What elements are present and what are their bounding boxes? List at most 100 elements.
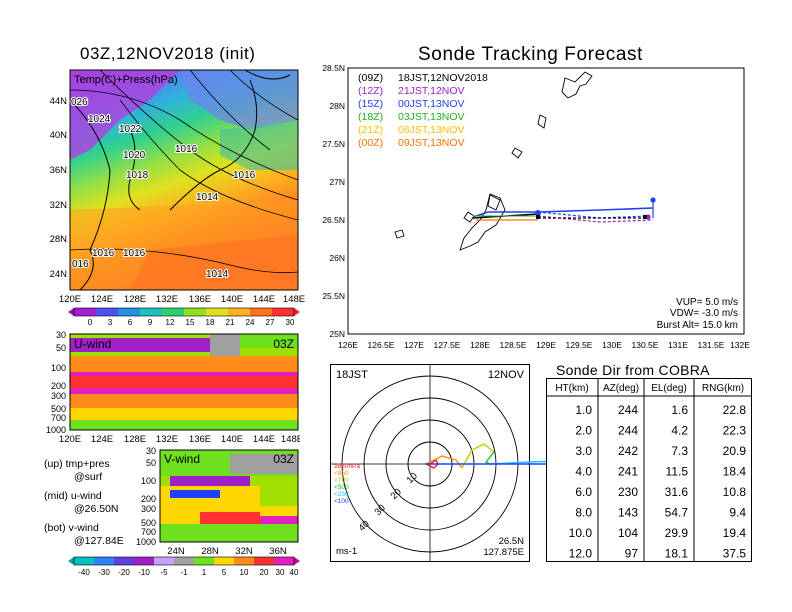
wind-colorbar-label: 40 xyxy=(290,568,299,577)
wind-colorbar-label: -10 xyxy=(138,568,150,577)
table-cell: 1.6 xyxy=(671,403,688,417)
lon-tick-label: 126.5E xyxy=(368,340,395,350)
polar-lat: 26.5N xyxy=(499,536,524,547)
lat-tick-label: 36N xyxy=(50,165,68,176)
table-cell: 1.0 xyxy=(575,403,592,417)
map-field-label: Temp(C)+Press(hPa) xyxy=(74,74,178,86)
table-cell: 29.9 xyxy=(665,526,689,540)
colorbar-label: 3 xyxy=(108,318,113,325)
lat-tick-label: 32N xyxy=(50,200,68,211)
isobar-label: 1014 xyxy=(206,269,229,280)
wind-colorbar-label: 20 xyxy=(260,568,269,577)
table-header-cell: RNG(km) xyxy=(702,383,744,394)
level-legend-item: <700 xyxy=(334,477,349,484)
lon-tick-label: 148E xyxy=(283,294,305,305)
table-cell: 244 xyxy=(618,424,638,438)
lat-tick-label: 25.5N xyxy=(322,291,345,301)
table-header-cell: AZ(deg) xyxy=(603,383,639,394)
pressure-tick-label: 30 xyxy=(56,330,66,340)
pressure-tick-label: 300 xyxy=(141,504,156,514)
vdw-label: VDW= -3.0 m/s xyxy=(670,308,738,319)
pressure-tick-label: 700 xyxy=(141,527,156,537)
isobar-label: 026 xyxy=(71,97,88,108)
polar-time-label: 18JST xyxy=(336,369,368,381)
surface-temperature-map: Temp(C)+Press(hPa) 026 1024 1022 1020 10… xyxy=(50,69,305,325)
lon-tick-label: 148E xyxy=(281,434,300,445)
lon-tick-label: 128E xyxy=(124,294,146,305)
table-cell: 104 xyxy=(618,526,638,540)
lon-tick-label: 136E xyxy=(189,434,211,445)
note-up-line2: @surf xyxy=(74,471,103,483)
isobar-label: 1022 xyxy=(119,124,142,135)
pressure-tick-label: 500 xyxy=(51,404,66,414)
colorbar-label: 30 xyxy=(286,318,295,325)
colorbar-label: 9 xyxy=(148,318,153,325)
colorbar-label: 27 xyxy=(266,318,275,325)
lon-tick-label: 124E xyxy=(91,434,113,445)
lat-tick-label: 32N xyxy=(235,546,253,557)
lon-tick-label: 129.5E xyxy=(566,340,593,350)
v-wind-cross-section: V-wind 03Z 30 50 100 200 300 500 700 100… xyxy=(136,446,299,557)
level-legend-item: <250 xyxy=(334,491,349,498)
pressure-tick-label: 700 xyxy=(51,413,66,423)
lon-tick-label: 132E xyxy=(156,294,178,305)
tracking-title: Sonde Tracking Forecast xyxy=(418,44,644,65)
isobar-label: 1024 xyxy=(88,114,111,125)
table-cell: 4.0 xyxy=(575,465,592,479)
table-cell: 18.4 xyxy=(723,465,747,479)
level-legend-item: <850 xyxy=(334,470,349,477)
lon-tick-label: 144E xyxy=(253,294,275,305)
table-cell: 31.6 xyxy=(665,485,689,499)
polar-lon: 127.875E xyxy=(483,547,524,558)
v-wind-title: V-wind xyxy=(164,452,200,466)
isobar-label: 1016 xyxy=(123,248,146,259)
temperature-colorbar xyxy=(68,307,300,317)
lon-tick-label: 127E xyxy=(404,340,424,350)
wind-colorbar-label: 30 xyxy=(276,568,285,577)
table-cell: 4.2 xyxy=(671,424,688,438)
wind-colorbar: -40 -30 -20 -10 -5 -1 1 5 10 20 30 40 xyxy=(68,556,300,577)
table-header-cell: EL(deg) xyxy=(651,383,687,394)
table-cell: 54.7 xyxy=(665,506,689,520)
tracking-map: (09Z) 18JST,12NOV2018 (12Z) 21JST,12NOV … xyxy=(322,63,750,350)
colorbar-label: 0 xyxy=(88,318,93,325)
level-legend-item: <100 xyxy=(334,498,349,505)
colorbar-label: 15 xyxy=(186,318,195,325)
table-cell: 22.8 xyxy=(723,403,747,417)
note-bot-line1: (bot) v-wind xyxy=(44,522,99,534)
pressure-tick-label: 200 xyxy=(141,494,156,504)
lon-tick-label: 127.5E xyxy=(434,340,461,350)
pressure-tick-label: 300 xyxy=(51,391,66,401)
colorbar-label: 24 xyxy=(246,318,255,325)
lon-tick-label: 140E xyxy=(221,294,243,305)
note-mid-line1: (mid) u-wind xyxy=(44,490,102,502)
lon-tick-label: 128E xyxy=(470,340,490,350)
lon-tick-label: 131E xyxy=(668,340,688,350)
lon-tick-label: 144E xyxy=(253,434,275,445)
table-cell: 97 xyxy=(625,547,639,561)
lat-tick-label: 28N xyxy=(201,546,219,557)
table-cell: 143 xyxy=(618,506,638,520)
table-cell: 242 xyxy=(618,444,638,458)
run-code-1: (12Z) xyxy=(358,85,383,97)
lat-tick-label: 27N xyxy=(329,177,345,187)
lat-tick-label: 28.5N xyxy=(322,63,345,73)
note-mid-line2: @26.50N xyxy=(74,503,119,515)
sonde-table-title: Sonde Dir from COBRA xyxy=(556,362,710,378)
table-cell: 20.9 xyxy=(723,444,747,458)
lon-tick-label: 126E xyxy=(338,340,358,350)
run-code-4: (21Z) xyxy=(358,124,383,136)
pressure-tick-label: 1000 xyxy=(136,537,156,547)
polar-date-label: 12NOV xyxy=(488,369,525,381)
run-label-5: 09JST,13NOV xyxy=(398,137,465,149)
wind-colorbar-label: -1 xyxy=(180,568,188,577)
lat-tick-label: 26.5N xyxy=(322,215,345,225)
table-cell: 10.0 xyxy=(569,526,593,540)
isobar-label: 1014 xyxy=(196,192,219,203)
map-title: 03Z,12NOV2018 (init) xyxy=(80,44,256,63)
table-cell: 2.0 xyxy=(575,424,592,438)
table-header-cell: HT(km) xyxy=(555,383,588,394)
wind-hodograph: 18JST 12NOV 10 20 30 40 ≥850hPa <850 <70… xyxy=(330,364,530,562)
pressure-tick-label: 30 xyxy=(146,446,156,456)
table-cell: 37.5 xyxy=(723,547,747,561)
